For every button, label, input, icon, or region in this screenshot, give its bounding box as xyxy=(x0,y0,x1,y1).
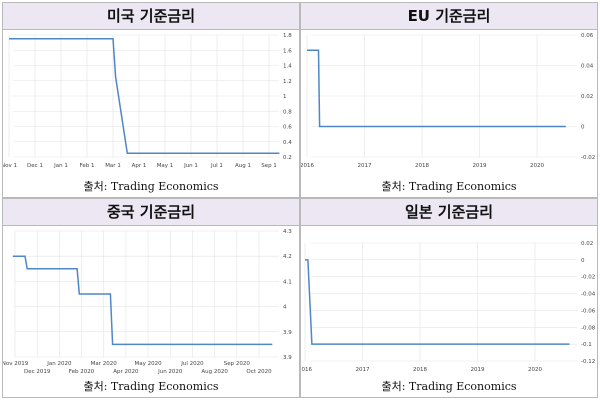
chart-source: 출처: Trading Economics xyxy=(83,380,219,393)
chart-source: 출처: Trading Economics xyxy=(381,380,517,393)
y-tick-label: 0 xyxy=(581,258,585,264)
series-line xyxy=(9,38,280,154)
us-rate-chart: 0.2 0.4 0.6 0.8 1 1.2 1.4 1.6 1.8 Nov 1 Dec 1 Jan 1… xyxy=(3,33,292,169)
y-tick-label: 0.06 xyxy=(581,33,594,39)
y-tick-label: 0.04 xyxy=(581,64,594,70)
x-tick-label: Feb 2020 xyxy=(69,369,95,375)
y-tick-label: 0.02 xyxy=(581,241,593,247)
y-tick-label: 0.02 xyxy=(581,94,593,100)
y-tick-label: 1.4 xyxy=(283,64,292,70)
series-line xyxy=(307,49,566,128)
x-tick-label: 2019 xyxy=(473,163,487,169)
y-tick-label: 4.3 xyxy=(283,229,292,235)
y-tick-label: -0.08 xyxy=(581,325,596,331)
x-tick-label: Sep 2020 xyxy=(224,361,251,367)
y-tick-label: -0.02 xyxy=(581,155,595,161)
x-tick-label: Sep 1 xyxy=(261,163,277,169)
x-tick-label: Nov 1 xyxy=(3,163,17,169)
chart-title: 일본 기준금리 xyxy=(301,199,597,226)
x-tick-label: Apr 2020 xyxy=(113,369,139,375)
y-tick-label: -0.06 xyxy=(581,308,596,314)
chart-title: 중국 기준금리 xyxy=(3,199,299,226)
y-tick-label: -0.02 xyxy=(581,275,595,281)
x-tick-label: 2018 xyxy=(415,163,429,169)
y-tick-label: 4.2 xyxy=(283,254,292,260)
y-tick-label: 0.6 xyxy=(283,125,292,131)
y-tick-label: 0.2 xyxy=(283,155,292,161)
x-tick-label: May 2020 xyxy=(135,361,163,367)
x-tick-label: Mar 2020 xyxy=(91,361,118,367)
y-tick-label: 0.8 xyxy=(283,109,292,115)
x-tick-label: 2017 xyxy=(356,367,370,373)
eu-rate-chart: -0.02 0 0.02 0.04 0.06 2016 2017 2018 2019 2020 xyxy=(301,33,595,169)
x-tick-label: Dec 2019 xyxy=(24,369,51,375)
y-tick-label: -0.04 xyxy=(581,292,596,298)
chart-source: 출처: Trading Economics xyxy=(381,180,517,193)
y-tick-label: 4 xyxy=(283,305,287,311)
chart-source: 출처: Trading Economics xyxy=(83,180,219,193)
x-tick-label: May 1 xyxy=(157,163,174,169)
x-tick-label: 2020 xyxy=(528,367,542,373)
y-tick-label: 1.6 xyxy=(283,48,292,54)
china-rate-chart: 3.9 3.9 4 4.1 4.2 4.3 Nov 2019 Dec 2019 Jan 2020… xyxy=(3,229,292,375)
panel-eu-rate: EU 기준금리 -0.02 0 0.02 0.04 0.06 2016 2017 2018 20… xyxy=(300,2,598,198)
x-tick-label: Aug 2020 xyxy=(201,369,228,375)
panel-japan-rate: 일본 기준금리 -0.12 -0.1 -0.08 -0.06 -0.04 -0.02 0 0.… xyxy=(300,198,598,398)
x-tick-label: Jan 2020 xyxy=(46,361,72,367)
series-line xyxy=(12,255,273,346)
y-tick-label: 3.9 xyxy=(283,330,292,336)
y-tick-label: 0 xyxy=(581,125,585,131)
panel-china-rate: 중국 기준금리 3.9 3.9 4 4.1 4.2 4.3 Nov 2019 Dec 2019… xyxy=(2,198,300,398)
x-tick-label: Jul 2020 xyxy=(180,361,204,367)
x-tick-label: Dec 1 xyxy=(27,163,43,169)
y-tick-label: 3.9 xyxy=(283,355,292,361)
x-tick-label: 2019 xyxy=(471,367,485,373)
x-tick-label: 2016 xyxy=(301,163,314,169)
x-tick-label: 2017 xyxy=(358,163,372,169)
x-tick-label: Jul 1 xyxy=(210,163,223,169)
x-tick-label: Oct 2020 xyxy=(246,369,272,375)
chart-title: 미국 기준금리 xyxy=(3,3,299,30)
x-tick-label: Mar 1 xyxy=(105,163,121,169)
y-tick-label: 0.4 xyxy=(283,140,292,146)
x-tick-label: Jan 1 xyxy=(53,163,68,169)
series-line xyxy=(305,259,570,345)
y-tick-label: -0.12 xyxy=(581,359,595,365)
x-tick-label: 2018 xyxy=(413,367,427,373)
x-tick-label: Nov 2019 xyxy=(3,361,29,367)
x-tick-label: Jun 2020 xyxy=(157,369,183,375)
x-tick-label: 2020 xyxy=(530,163,544,169)
panel-us-rate: 미국 기준금리 0.2 0.4 0.6 0.8 1 1.2 1.4 1.6 1.8 Nov 1 De… xyxy=(2,2,300,198)
x-tick-label: Jun 1 xyxy=(183,163,198,169)
y-tick-label: -0.1 xyxy=(581,342,592,348)
y-tick-label: 1.2 xyxy=(283,79,292,85)
y-tick-label: 4.1 xyxy=(283,279,292,285)
x-tick-label: Apr 1 xyxy=(132,163,147,169)
japan-rate-chart: -0.12 -0.1 -0.08 -0.06 -0.04 -0.02 0 0.02 2016 20… xyxy=(301,241,596,373)
y-tick-label: 1.8 xyxy=(283,33,292,39)
x-tick-label: Feb 1 xyxy=(80,163,95,169)
y-tick-label: 1 xyxy=(283,94,287,100)
x-tick-label: Aug 1 xyxy=(235,163,251,169)
x-tick-label: 2016 xyxy=(301,367,312,373)
chart-title: EU 기준금리 xyxy=(301,3,597,30)
